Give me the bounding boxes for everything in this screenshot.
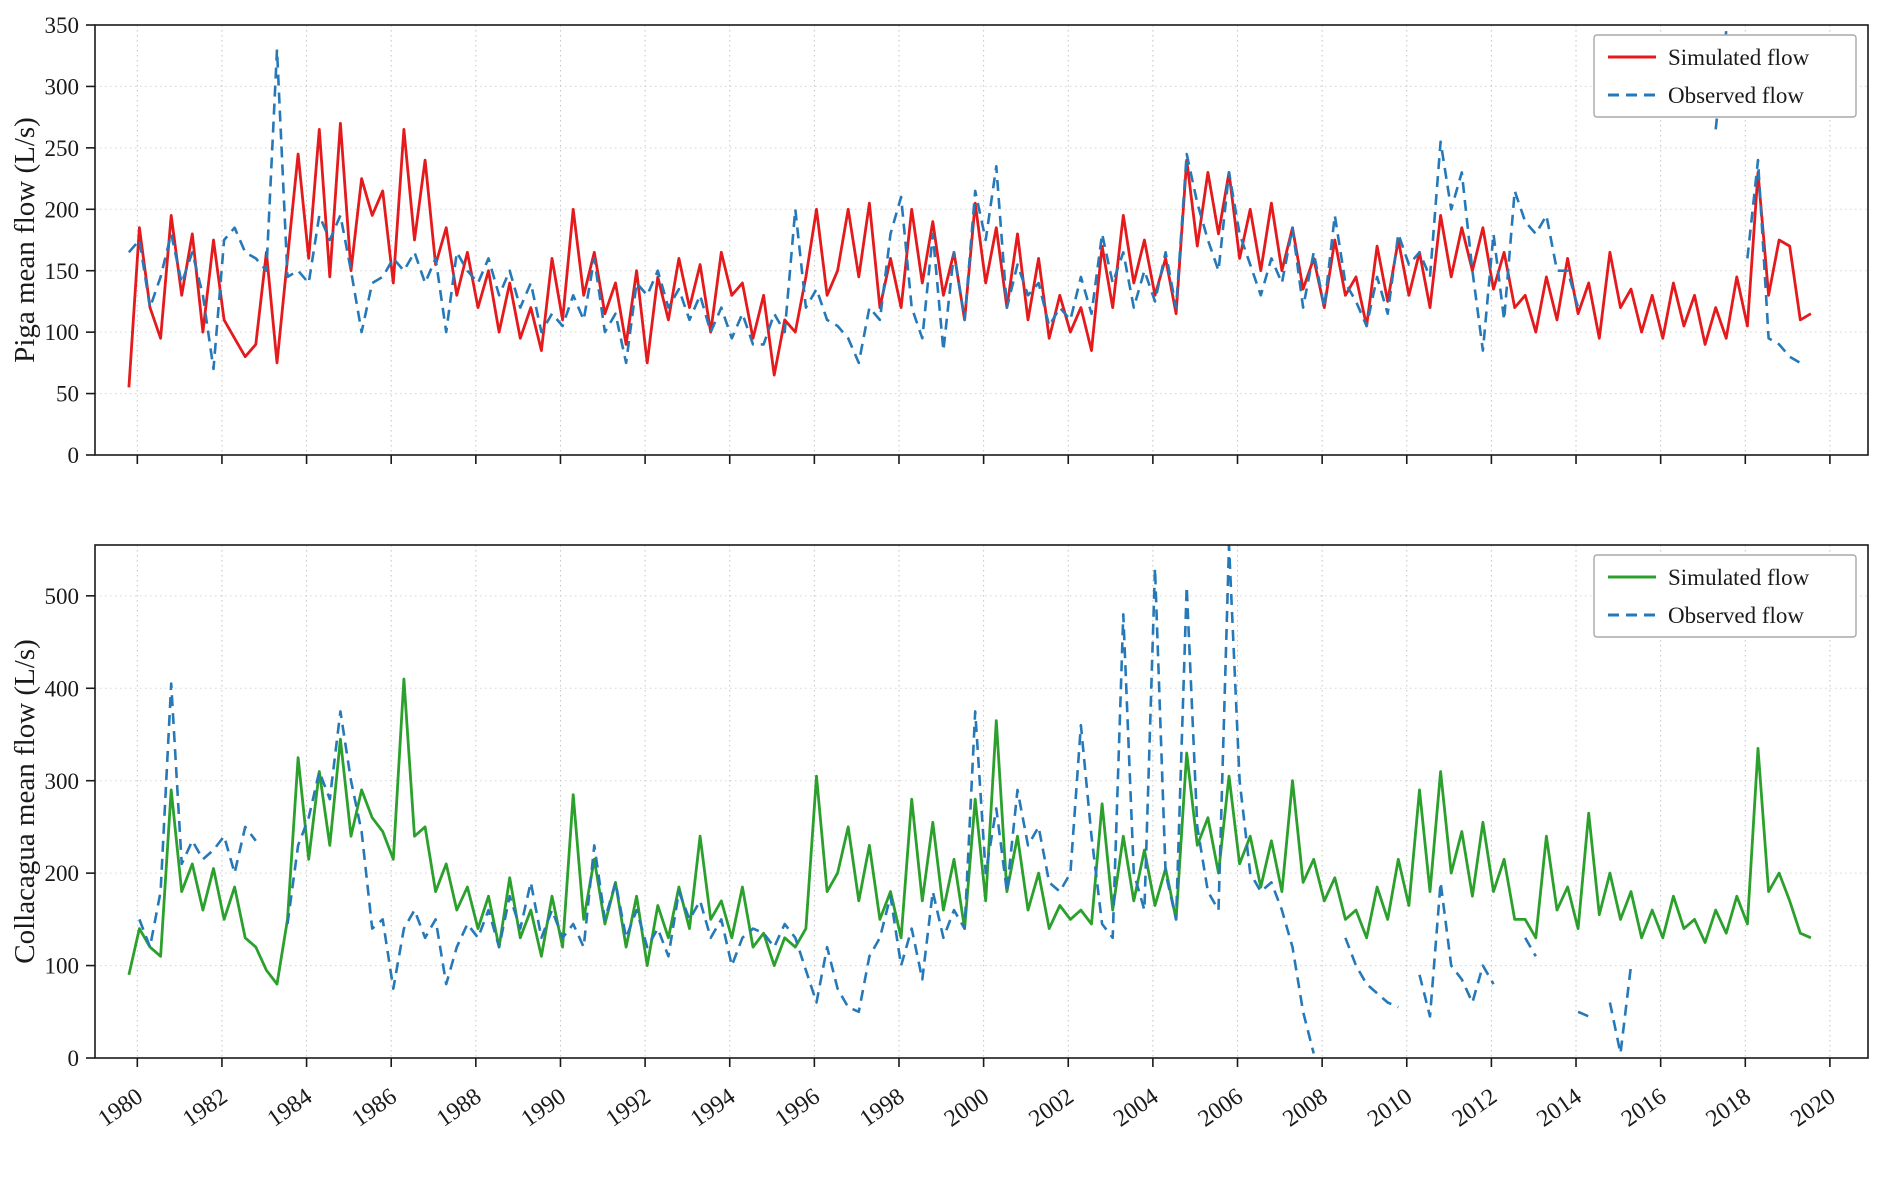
y-tick-label: 150: [45, 259, 80, 284]
y-tick-label: 300: [45, 74, 80, 99]
bottom-y-axis: 0 100 200 300 400 500: [45, 584, 95, 1071]
top-x-axis: [136, 455, 1831, 464]
bottom-axes-frame: [94, 544, 1869, 1059]
x-tick-label: 1984: [263, 1084, 317, 1133]
y-tick-label: 100: [45, 954, 80, 979]
x-tick-label: 2018: [1701, 1084, 1755, 1133]
y-tick-label: 0: [68, 443, 80, 468]
top-y-axis-label: Piga mean flow (L/s): [9, 117, 41, 363]
top-y-axis: 0 50 100 150 200 250 300 350: [45, 13, 95, 468]
x-tick-label: 1994: [686, 1084, 740, 1133]
top-axes-frame: [94, 24, 1869, 456]
panel-bottom: 0 100 200 300 400 500 Collacagua mean flow (L/…: [9, 544, 1869, 1133]
x-tick-label: 1992: [601, 1084, 655, 1133]
collacagua-observed-flow-line: [138, 545, 1633, 1055]
y-tick-label: 350: [45, 13, 80, 38]
x-tick-label: 2000: [940, 1084, 994, 1133]
y-tick-label: 200: [45, 861, 80, 886]
x-tick-label: 1996: [771, 1084, 825, 1133]
legend-label: Observed flow: [1668, 83, 1804, 108]
x-tick-label: 2004: [1109, 1084, 1163, 1133]
x-tick-label: 1988: [432, 1084, 486, 1133]
x-tick-label: 2002: [1024, 1084, 1078, 1133]
legend-label: Simulated flow: [1668, 45, 1810, 70]
panel-top: 0 50 100 150 200 250 300 350 Piga mean flow (L/s…: [9, 13, 1869, 468]
bottom-y-axis-label: Collacagua mean flow (L/s): [9, 639, 41, 964]
top-legend: Simulated flow Observed flow: [1593, 34, 1857, 118]
x-tick-label: 1980: [94, 1084, 148, 1133]
bottom-series: [127, 545, 1812, 1055]
x-tick-label: 2006: [1194, 1084, 1248, 1133]
legend-box: [1593, 34, 1857, 118]
x-tick-label: 2008: [1278, 1084, 1332, 1133]
y-tick-label: 250: [45, 136, 80, 161]
y-tick-label: 500: [45, 584, 80, 609]
y-tick-label: 400: [45, 676, 80, 701]
x-tick-label: 1998: [855, 1084, 909, 1133]
x-tick-label: 2012: [1448, 1084, 1502, 1133]
legend-box: [1593, 554, 1857, 638]
y-tick-label: 100: [45, 320, 80, 345]
x-tick-label: 2020: [1786, 1084, 1840, 1133]
x-tick-label: 2016: [1617, 1084, 1671, 1133]
x-tick-label: 2010: [1363, 1084, 1417, 1133]
collacagua-simulated-flow-line: [127, 677, 1812, 986]
legend-label: Observed flow: [1668, 603, 1804, 628]
legend-label: Simulated flow: [1668, 565, 1810, 590]
y-tick-label: 200: [45, 197, 80, 222]
bottom-legend: Simulated flow Observed flow: [1593, 554, 1857, 638]
y-tick-label: 50: [56, 382, 79, 407]
bottom-x-axis: 1980 1982 1984 1986 1988 1990 1992 1994 1996 1998…: [94, 1058, 1840, 1133]
y-tick-label: 0: [68, 1046, 80, 1071]
x-tick-label: 1982: [178, 1084, 232, 1133]
y-tick-label: 300: [45, 769, 80, 794]
x-tick-label: 1986: [347, 1084, 401, 1133]
piga-simulated-flow-line: [127, 121, 1812, 388]
x-tick-label: 1990: [517, 1084, 571, 1133]
x-tick-label: 2014: [1532, 1084, 1586, 1133]
